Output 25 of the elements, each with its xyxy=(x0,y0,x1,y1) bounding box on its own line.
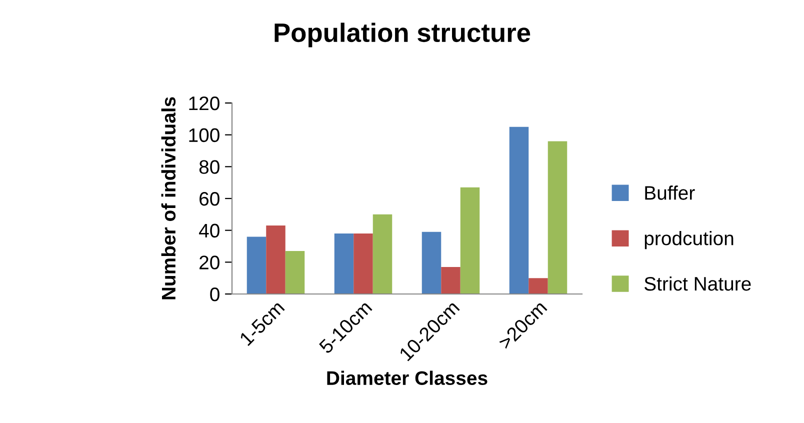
bar xyxy=(266,226,286,294)
legend-label: Buffer xyxy=(645,186,695,200)
bar xyxy=(548,141,568,294)
x-axis-title: Diameter Classes xyxy=(327,370,488,386)
y-axis-title: Number of individuals xyxy=(161,97,176,300)
bar xyxy=(246,236,266,294)
bar xyxy=(285,251,305,294)
bar xyxy=(441,266,460,294)
bar xyxy=(334,234,354,294)
y-tick-label: 20 xyxy=(200,256,220,270)
y-tick-label: 80 xyxy=(199,160,220,174)
legend-label: Strict Nature xyxy=(644,276,751,291)
y-tick-label: 120 xyxy=(189,96,220,110)
bar xyxy=(372,214,392,294)
y-tick-label: 60 xyxy=(200,192,220,206)
chart-title: Population structure xyxy=(274,22,530,48)
y-tick-label: 0 xyxy=(210,287,220,302)
y-tick-label: 40 xyxy=(199,224,220,238)
legend-label: prodcution xyxy=(644,230,734,250)
bar xyxy=(528,278,548,294)
bar xyxy=(509,126,529,294)
y-tick-label: 100 xyxy=(189,128,220,142)
bar xyxy=(422,232,442,294)
bar xyxy=(460,187,480,294)
bar xyxy=(354,234,373,294)
